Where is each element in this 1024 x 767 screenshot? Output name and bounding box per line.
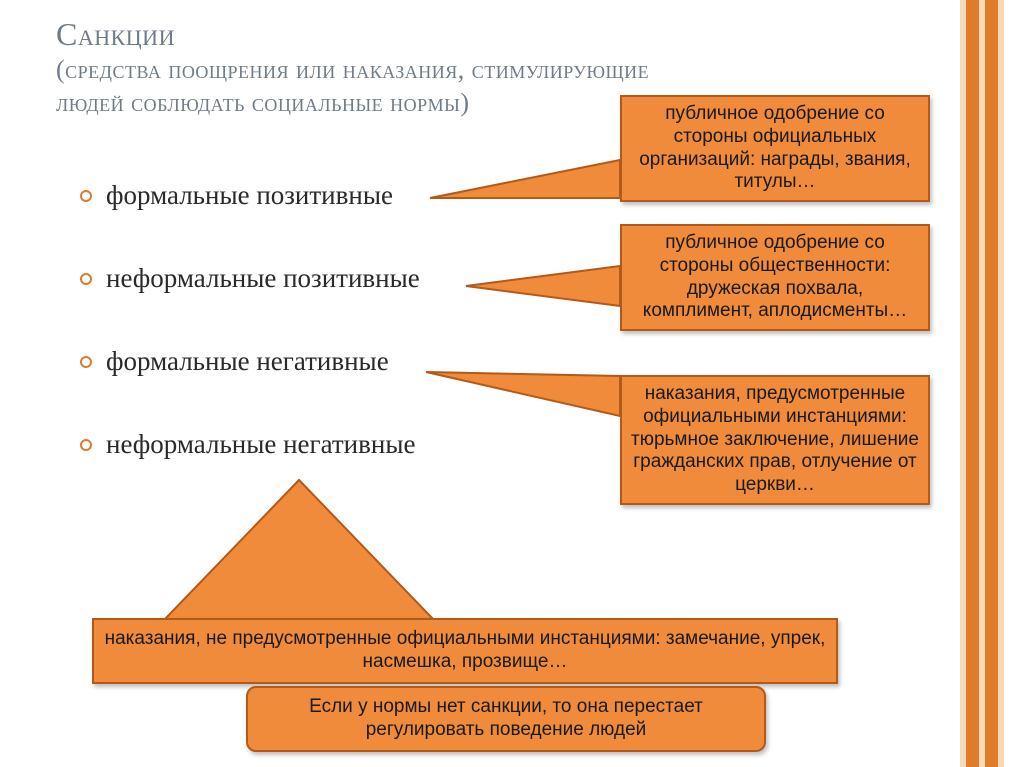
list-label: формальные негативные (106, 346, 389, 377)
callout-triangle-up (164, 480, 434, 620)
title-main: Санкции (56, 14, 716, 54)
callout-text: Если у нормы нет санкции, то она переста… (309, 696, 703, 740)
title-sub: (средства поощрения или наказания, стиму… (56, 54, 716, 119)
bullet-list: формальные позитивные неформальные позит… (80, 180, 540, 512)
bullet-icon (80, 190, 92, 202)
callout-informal-negative: наказания, не предусмотренные официальны… (92, 618, 838, 684)
callout-formal-positive: публичное одобрение со стороны официальн… (620, 95, 930, 202)
side-stripe (960, 0, 1004, 767)
bullet-icon (80, 273, 92, 285)
list-label: неформальные негативные (106, 429, 415, 460)
callout-text: наказания, не предусмотренные официальны… (105, 628, 826, 672)
title-block: Санкции (средства поощрения или наказани… (56, 14, 716, 119)
callout-informal-positive: публичное одобрение со стороны обществен… (620, 224, 930, 331)
callout-tail (430, 160, 630, 220)
callout-text: наказания, предусмотренные официальными … (631, 383, 919, 495)
callout-tail (466, 266, 636, 316)
callout-tail (426, 356, 636, 426)
callout-note: Если у нормы нет санкции, то она переста… (246, 686, 766, 752)
list-label: формальные позитивные (106, 180, 393, 211)
list-item: неформальные негативные (80, 429, 540, 460)
list-label: неформальные позитивные (106, 263, 420, 294)
callout-text: публичное одобрение со стороны официальн… (639, 103, 911, 192)
callout-text: публичное одобрение со стороны обществен… (643, 232, 907, 321)
callout-formal-negative: наказания, предусмотренные официальными … (620, 375, 930, 505)
bullet-icon (80, 356, 92, 368)
bullet-icon (80, 439, 92, 451)
